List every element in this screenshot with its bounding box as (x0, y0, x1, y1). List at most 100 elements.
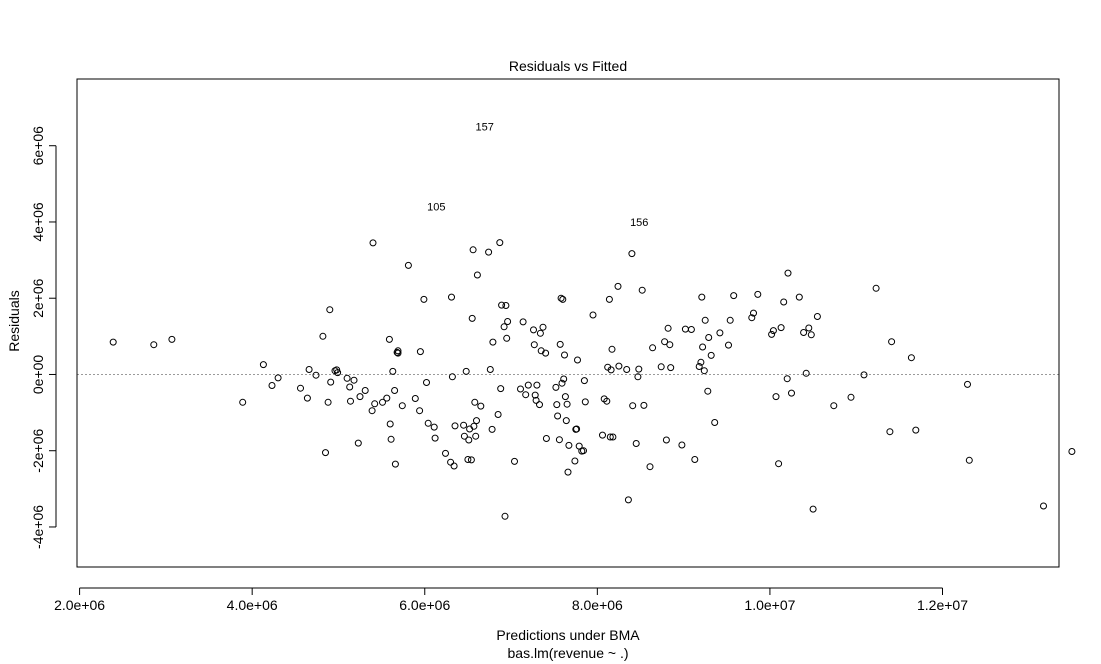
data-point (386, 420, 394, 428)
data-point (343, 374, 351, 382)
data-point (274, 374, 282, 382)
data-point (552, 383, 560, 391)
data-point (394, 349, 402, 357)
data-point (783, 375, 791, 383)
data-point (907, 354, 915, 362)
data-point (1040, 502, 1047, 510)
data-point (748, 314, 756, 322)
data-point (560, 375, 568, 383)
x-tick-label: 2.0e+06 (54, 597, 105, 613)
data-point (486, 366, 494, 373)
data-point (404, 261, 412, 269)
x-tick-label: 1.0e+07 (744, 597, 795, 613)
data-point (623, 366, 631, 373)
data-point (442, 449, 449, 457)
data-point (730, 292, 738, 300)
data-point (574, 356, 581, 364)
data-point (784, 269, 792, 277)
data-point (661, 338, 669, 346)
x-tick-label: 6.0e+06 (399, 597, 450, 613)
data-point (629, 402, 637, 410)
data-point (605, 295, 613, 303)
data-point (297, 384, 304, 392)
data-point (809, 505, 817, 513)
data-point (554, 412, 562, 420)
data-point (470, 422, 478, 430)
data-point (705, 334, 713, 341)
data-point (536, 401, 543, 409)
data-point (447, 458, 455, 466)
data-point (614, 282, 622, 290)
data-point (886, 428, 894, 436)
data-point (725, 341, 732, 349)
data-point (657, 363, 665, 371)
plot-frame (76, 78, 1060, 568)
data-point (769, 327, 777, 335)
data-point (539, 323, 547, 331)
data-point (324, 398, 332, 406)
point-labels-layer: 157 105 156 (427, 122, 648, 229)
data-point (589, 311, 597, 319)
data-point (830, 402, 838, 410)
data-point (305, 366, 313, 373)
data-point (532, 396, 540, 404)
data-point (517, 385, 524, 393)
data-point (678, 441, 686, 449)
data-point (354, 439, 362, 447)
data-point (646, 463, 654, 471)
data-point (467, 456, 475, 464)
data-point (664, 324, 672, 332)
data-point (424, 419, 432, 427)
data-point (772, 393, 780, 401)
data-point (699, 343, 707, 351)
data-point (326, 306, 334, 314)
data-point (239, 398, 247, 406)
data-point (701, 316, 709, 324)
data-point (468, 314, 476, 322)
data-point (667, 364, 675, 372)
data-point (802, 369, 810, 377)
data-point (813, 313, 821, 320)
chart-title: Residuals vs Fitted (509, 58, 627, 74)
x-tick-label: 4.0e+06 (227, 597, 278, 613)
data-point (565, 441, 573, 449)
data-point (559, 295, 567, 303)
data-point (847, 393, 855, 401)
data-point (788, 389, 795, 397)
data-point (638, 286, 646, 294)
data-points-layer (109, 239, 1076, 520)
data-point (666, 341, 674, 349)
data-point (460, 432, 468, 440)
data-point (556, 340, 564, 348)
data-point (473, 417, 480, 425)
data-point (488, 425, 496, 433)
data-point (700, 367, 708, 375)
data-point (606, 433, 614, 441)
data-point (369, 239, 377, 247)
data-point (168, 335, 176, 343)
data-point (356, 393, 364, 401)
y-tick-label: 0e+00 (30, 355, 46, 395)
data-point (389, 367, 397, 375)
data-point (109, 338, 117, 346)
data-point (416, 348, 424, 356)
data-point (800, 329, 808, 336)
data-point (420, 295, 428, 303)
data-point (451, 422, 459, 430)
data-point (562, 417, 570, 425)
x-axis-label: Predictions under BMA (496, 627, 640, 643)
data-point (530, 341, 538, 349)
data-point (573, 425, 581, 433)
data-point (628, 250, 636, 258)
data-point (398, 402, 406, 410)
data-point (497, 385, 505, 393)
data-point (423, 379, 430, 386)
data-point (312, 371, 320, 379)
data-point (632, 440, 640, 447)
data-point (448, 373, 456, 381)
data-point (450, 462, 458, 470)
data-point (555, 436, 563, 444)
data-point (607, 366, 615, 374)
data-point (477, 402, 485, 410)
data-point (561, 351, 568, 359)
